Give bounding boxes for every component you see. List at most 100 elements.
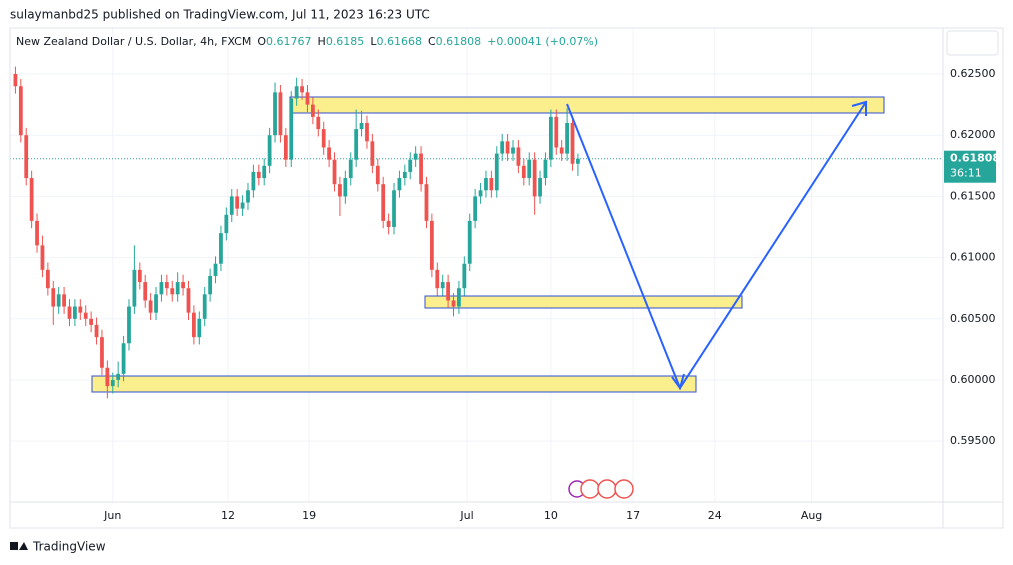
candle-body bbox=[440, 282, 445, 289]
x-tick-label: 19 bbox=[302, 509, 316, 522]
candle-body bbox=[208, 275, 213, 295]
candle-body bbox=[305, 92, 310, 105]
candle-body bbox=[473, 196, 478, 221]
candle-body bbox=[219, 233, 223, 264]
candle-body bbox=[478, 190, 483, 197]
candle-body bbox=[170, 288, 175, 295]
price-change: +0.00041 (+0.07%) bbox=[487, 35, 598, 48]
ohlc-letter: L bbox=[370, 35, 377, 48]
event-icon[interactable] bbox=[580, 479, 600, 499]
event-icons[interactable] bbox=[568, 479, 634, 499]
y-tick-label: 0.61000 bbox=[950, 251, 996, 264]
arrow-head bbox=[671, 373, 685, 391]
x-tick-label: 10 bbox=[544, 509, 558, 522]
settings-box[interactable] bbox=[946, 30, 999, 56]
candle-body bbox=[18, 86, 23, 136]
event-icon[interactable] bbox=[614, 479, 634, 499]
candle-body bbox=[402, 171, 407, 179]
candle-body bbox=[375, 165, 380, 185]
candle-body bbox=[457, 288, 461, 307]
resistance-zone bbox=[289, 96, 885, 114]
candle-body bbox=[500, 141, 505, 154]
candle-body bbox=[192, 312, 196, 338]
candle-body bbox=[435, 269, 440, 289]
candle-body bbox=[35, 220, 39, 246]
ohlc-value: 0.61767 bbox=[266, 35, 312, 48]
candle-body bbox=[278, 92, 283, 136]
candle-body bbox=[105, 367, 110, 387]
ohlc-value: 0.6185 bbox=[326, 35, 365, 48]
y-tick-label: 0.62000 bbox=[950, 128, 996, 141]
candle-body bbox=[262, 165, 267, 179]
candle-body bbox=[273, 92, 277, 136]
candle-body bbox=[451, 300, 456, 307]
candle-body bbox=[251, 171, 256, 191]
y-tick-label: 0.60000 bbox=[950, 373, 996, 386]
frame bbox=[9, 27, 1004, 529]
candle-body bbox=[67, 306, 72, 319]
candle-body bbox=[446, 282, 450, 301]
candle-body bbox=[521, 165, 526, 179]
candle-body bbox=[13, 74, 18, 87]
last-price-box bbox=[944, 150, 996, 183]
y-tick-label: 0.59500 bbox=[950, 434, 996, 447]
candle-body bbox=[175, 282, 180, 295]
candle-body bbox=[419, 153, 423, 185]
x-tick-label: Aug bbox=[801, 509, 822, 522]
candle-body bbox=[186, 288, 191, 313]
candle-body bbox=[343, 178, 348, 197]
candles bbox=[13, 66, 580, 399]
candle-body bbox=[181, 282, 185, 289]
candle-body bbox=[164, 282, 169, 289]
candle-body bbox=[538, 178, 542, 197]
candle-body bbox=[40, 245, 45, 270]
candle-body bbox=[62, 294, 66, 307]
candle-body bbox=[143, 282, 148, 301]
ohlc-value: 0.61668 bbox=[376, 35, 422, 48]
candle-body bbox=[548, 116, 553, 160]
candle-body bbox=[213, 263, 218, 276]
candle-body bbox=[532, 159, 537, 197]
symbol-legend: New Zealand Dollar / U.S. Dollar, 4h, FX… bbox=[16, 35, 598, 48]
event-icon[interactable] bbox=[597, 479, 617, 499]
candle-body bbox=[494, 153, 499, 191]
candle-body bbox=[354, 129, 359, 160]
candle-body bbox=[127, 306, 131, 344]
candle-body bbox=[516, 147, 521, 166]
candle-body bbox=[148, 300, 153, 313]
candle-body bbox=[267, 135, 272, 166]
candle-body bbox=[73, 306, 77, 319]
x-tick-label: Jul bbox=[459, 509, 473, 522]
projection bbox=[566, 100, 867, 391]
candle-body bbox=[505, 141, 510, 154]
candle-body bbox=[370, 141, 375, 166]
candle-body bbox=[294, 86, 299, 99]
candle-body bbox=[316, 116, 321, 130]
candle-body bbox=[565, 122, 569, 154]
candle-body bbox=[570, 122, 575, 164]
countdown: 36:11 bbox=[950, 167, 982, 180]
y-tick-label: 0.61500 bbox=[950, 189, 996, 202]
candle-body bbox=[89, 318, 94, 325]
candle-body bbox=[121, 343, 126, 374]
candle-body bbox=[348, 159, 353, 179]
candle-body bbox=[51, 288, 56, 307]
candle-body bbox=[424, 184, 429, 221]
candle-body bbox=[511, 147, 515, 154]
candle-body bbox=[56, 294, 61, 307]
candle-body bbox=[132, 269, 137, 307]
candle-body bbox=[83, 312, 88, 319]
candle-body bbox=[321, 129, 326, 148]
candle-body bbox=[365, 122, 369, 142]
candle-body bbox=[559, 147, 564, 154]
candle-body bbox=[392, 190, 396, 227]
candle-body bbox=[110, 379, 115, 387]
candle-body bbox=[159, 282, 164, 295]
x-tick-label: Jun bbox=[103, 509, 121, 522]
last-price-label: 0.61808 bbox=[950, 152, 1000, 165]
brand-text: TradingView bbox=[32, 540, 106, 554]
candle-body bbox=[78, 306, 83, 313]
candle-body bbox=[527, 159, 532, 179]
candle-body bbox=[116, 373, 121, 380]
